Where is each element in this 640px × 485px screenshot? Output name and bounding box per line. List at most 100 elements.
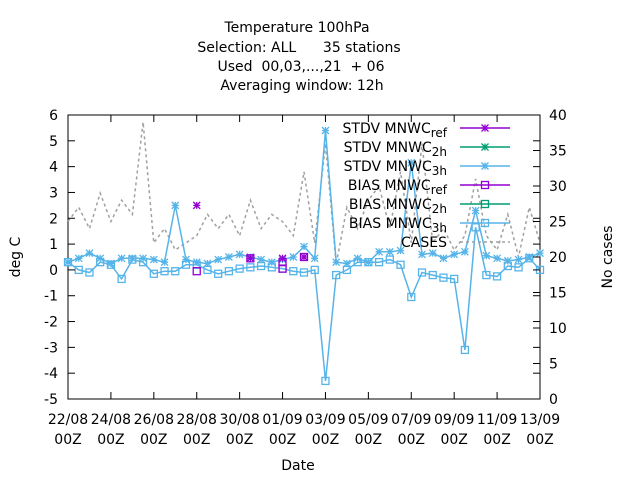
x-tick-label: 11/09 [477, 412, 517, 428]
y-tick-label: 5 [49, 134, 58, 150]
bias-point [492, 272, 502, 281]
stdv-point [300, 242, 308, 251]
x-tick-label: 00Z [526, 432, 553, 448]
x-tick-label: 22/08 [48, 412, 88, 428]
y-tick-label: 3 [49, 185, 58, 201]
bias-point [503, 261, 512, 271]
stdv-point [203, 259, 212, 268]
stdv-point [149, 255, 158, 264]
bias-point [171, 267, 180, 276]
y2-tick-label: 25 [549, 215, 567, 231]
stdv-point [214, 255, 223, 264]
stdv-point [235, 250, 244, 259]
legend-label: BIAS MNWC3h [349, 216, 447, 235]
chart-title: Temperature 100hPa Selection: ALL 35 sta… [197, 20, 400, 94]
series-layer [63, 126, 545, 386]
stdv-point [428, 249, 437, 258]
y-tick-label: -4 [44, 366, 58, 382]
stdv-point [418, 250, 426, 259]
ref-bias-point [246, 254, 255, 263]
stdv-point [171, 201, 180, 210]
axes: -5 -4 -3 -2 -1 0 1 2 3 4 5 6 0 5 10 15 20 25 30 35 40 22/08 00… [44, 108, 567, 448]
legend-label: STDV MNWCref [343, 121, 448, 140]
stdv-point [332, 258, 341, 267]
bias-point [289, 267, 298, 276]
ref-stdv-point [192, 201, 201, 210]
bias-point [138, 258, 148, 267]
stdv-point [536, 249, 544, 258]
bias-point [514, 263, 523, 272]
bias-point [63, 258, 73, 267]
stdv-point [493, 254, 502, 263]
bias-point [149, 269, 158, 278]
bias-point [321, 376, 330, 386]
legend-marker [481, 124, 489, 132]
bias-point [85, 268, 94, 277]
x-tick-label: 00Z [97, 432, 124, 448]
bias-point [342, 265, 352, 275]
bias-point [417, 268, 427, 277]
bias-point [128, 255, 137, 264]
ref-stdv-point [246, 254, 255, 263]
legend-marker [481, 162, 489, 170]
y-tick-label: 1 [49, 237, 58, 253]
bias-point [96, 258, 105, 267]
stdv-point [460, 247, 469, 256]
x-tick-label: 30/08 [219, 412, 259, 428]
title-line: Selection: ALL 35 stations [197, 40, 400, 56]
y2-axis-label: No cases [600, 226, 616, 289]
bias-point [74, 265, 83, 275]
stdv-point [224, 253, 233, 261]
x-tick-label: 24/08 [91, 412, 131, 428]
x-tick-label: 00Z [355, 432, 382, 448]
stdv-point [375, 247, 384, 256]
stdv-point [160, 258, 169, 267]
y2-tick-label: 35 [549, 144, 567, 160]
bias-point [117, 274, 126, 284]
y2-tick-label: 0 [549, 392, 558, 408]
y-tick-label: -2 [44, 315, 58, 331]
legend-label: BIAS MNWCref [348, 178, 448, 197]
x-tick-label: 00Z [440, 432, 467, 448]
x-axis-label: Date [281, 458, 314, 474]
bias-point [224, 267, 234, 276]
x-tick-label: 03/09 [305, 412, 345, 428]
bias-point [407, 292, 416, 302]
title-line: Used 00,03,...,21 + 06 [218, 59, 385, 75]
bias-point [460, 345, 470, 355]
x-tick-label: 26/08 [134, 412, 174, 428]
bias-point [471, 223, 480, 232]
legend-label: STDV MNWC2h [344, 140, 447, 159]
bias-point [181, 260, 191, 269]
legend-marker [481, 143, 489, 151]
stdv-point [385, 247, 394, 256]
bias-point [246, 263, 255, 272]
legend-label: BIAS MNWC2h [349, 197, 447, 216]
bias-point [450, 274, 459, 284]
stdv-point [182, 255, 190, 264]
legend-marker [480, 218, 490, 228]
title-line: Temperature 100hPa [223, 20, 369, 36]
x-tick-label: 00Z [398, 432, 425, 448]
y-tick-label: -5 [44, 392, 58, 408]
x-tick-label: 28/08 [177, 412, 217, 428]
stdv-point [74, 254, 83, 263]
y2-tick-label: 20 [549, 250, 567, 266]
x-tick-label: 09/09 [434, 412, 474, 428]
stdv-point [310, 254, 319, 263]
bias-point [106, 260, 116, 269]
stdv-point [450, 250, 459, 259]
y2-tick-label: 30 [549, 179, 567, 195]
bias-point [364, 258, 373, 267]
bias-point [214, 269, 223, 278]
x-tick-label: 00Z [269, 432, 296, 448]
x-tick-label: 00Z [183, 432, 210, 448]
x-tick-label: 05/09 [348, 412, 388, 428]
y2-tick-label: 15 [549, 286, 567, 302]
bias-point [482, 270, 491, 280]
y-tick-label: 2 [49, 211, 58, 227]
legend-label: CASES [401, 235, 447, 251]
